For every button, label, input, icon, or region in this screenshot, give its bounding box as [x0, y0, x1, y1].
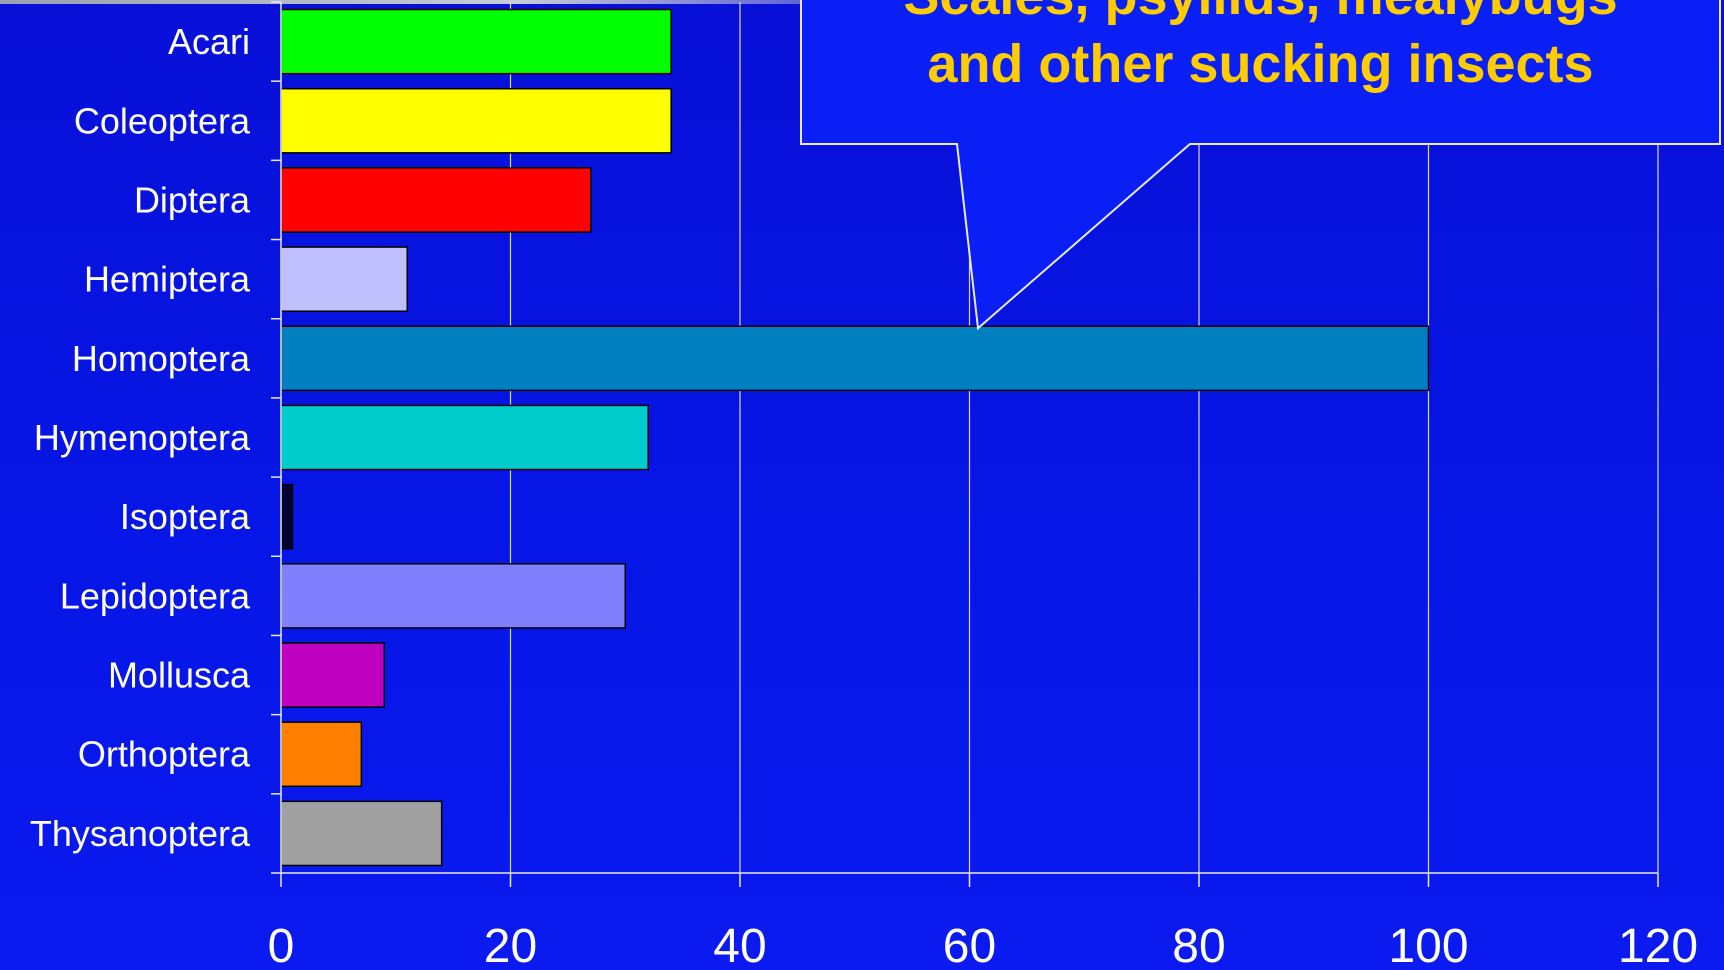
bar-homoptera: [280, 325, 1430, 392]
bar-diptera: [280, 167, 592, 233]
category-label-mollusca: Mollusca: [108, 655, 251, 696]
x-tick-label-40: 40: [713, 920, 766, 970]
x-tick-label-20: 20: [484, 920, 537, 970]
x-tick-label-100: 100: [1388, 920, 1468, 970]
x-tick-label-0: 0: [268, 920, 295, 970]
category-label-diptera: Diptera: [134, 179, 251, 220]
callout-text-line-1: Scales, psyllids, mealybugs: [903, 0, 1617, 26]
category-label-orthoptera: Orthoptera: [78, 734, 251, 775]
category-label-lepidoptera: Lepidoptera: [60, 575, 251, 616]
callout-box: [800, 0, 1721, 331]
category-label-acari: Acari: [168, 21, 250, 62]
category-label-hymenoptera: Hymenoptera: [34, 417, 251, 458]
bar-coleoptera: [280, 87, 672, 154]
bar-hemiptera: [280, 246, 408, 312]
bar-acari: [280, 8, 672, 75]
x-tick-label-120: 120: [1618, 920, 1698, 970]
x-tick-label-80: 80: [1172, 920, 1225, 970]
bar-hymenoptera: [280, 404, 649, 471]
bar-lepidoptera: [280, 563, 626, 629]
category-label-homoptera: Homoptera: [72, 338, 251, 379]
category-label-coleoptera: Coleoptera: [74, 100, 251, 141]
bar-isoptera: [280, 483, 294, 550]
category-label-hemiptera: Hemiptera: [84, 259, 251, 300]
category-label-isoptera: Isoptera: [120, 496, 251, 537]
bar-orthoptera: [280, 721, 363, 788]
category-label-thysanoptera: Thysanoptera: [30, 813, 251, 854]
callout-text-line-2: and other sucking insects: [927, 34, 1593, 94]
bar-mollusca: [280, 642, 386, 708]
bar-thysanoptera: [280, 800, 443, 867]
x-tick-label-60: 60: [943, 920, 996, 970]
